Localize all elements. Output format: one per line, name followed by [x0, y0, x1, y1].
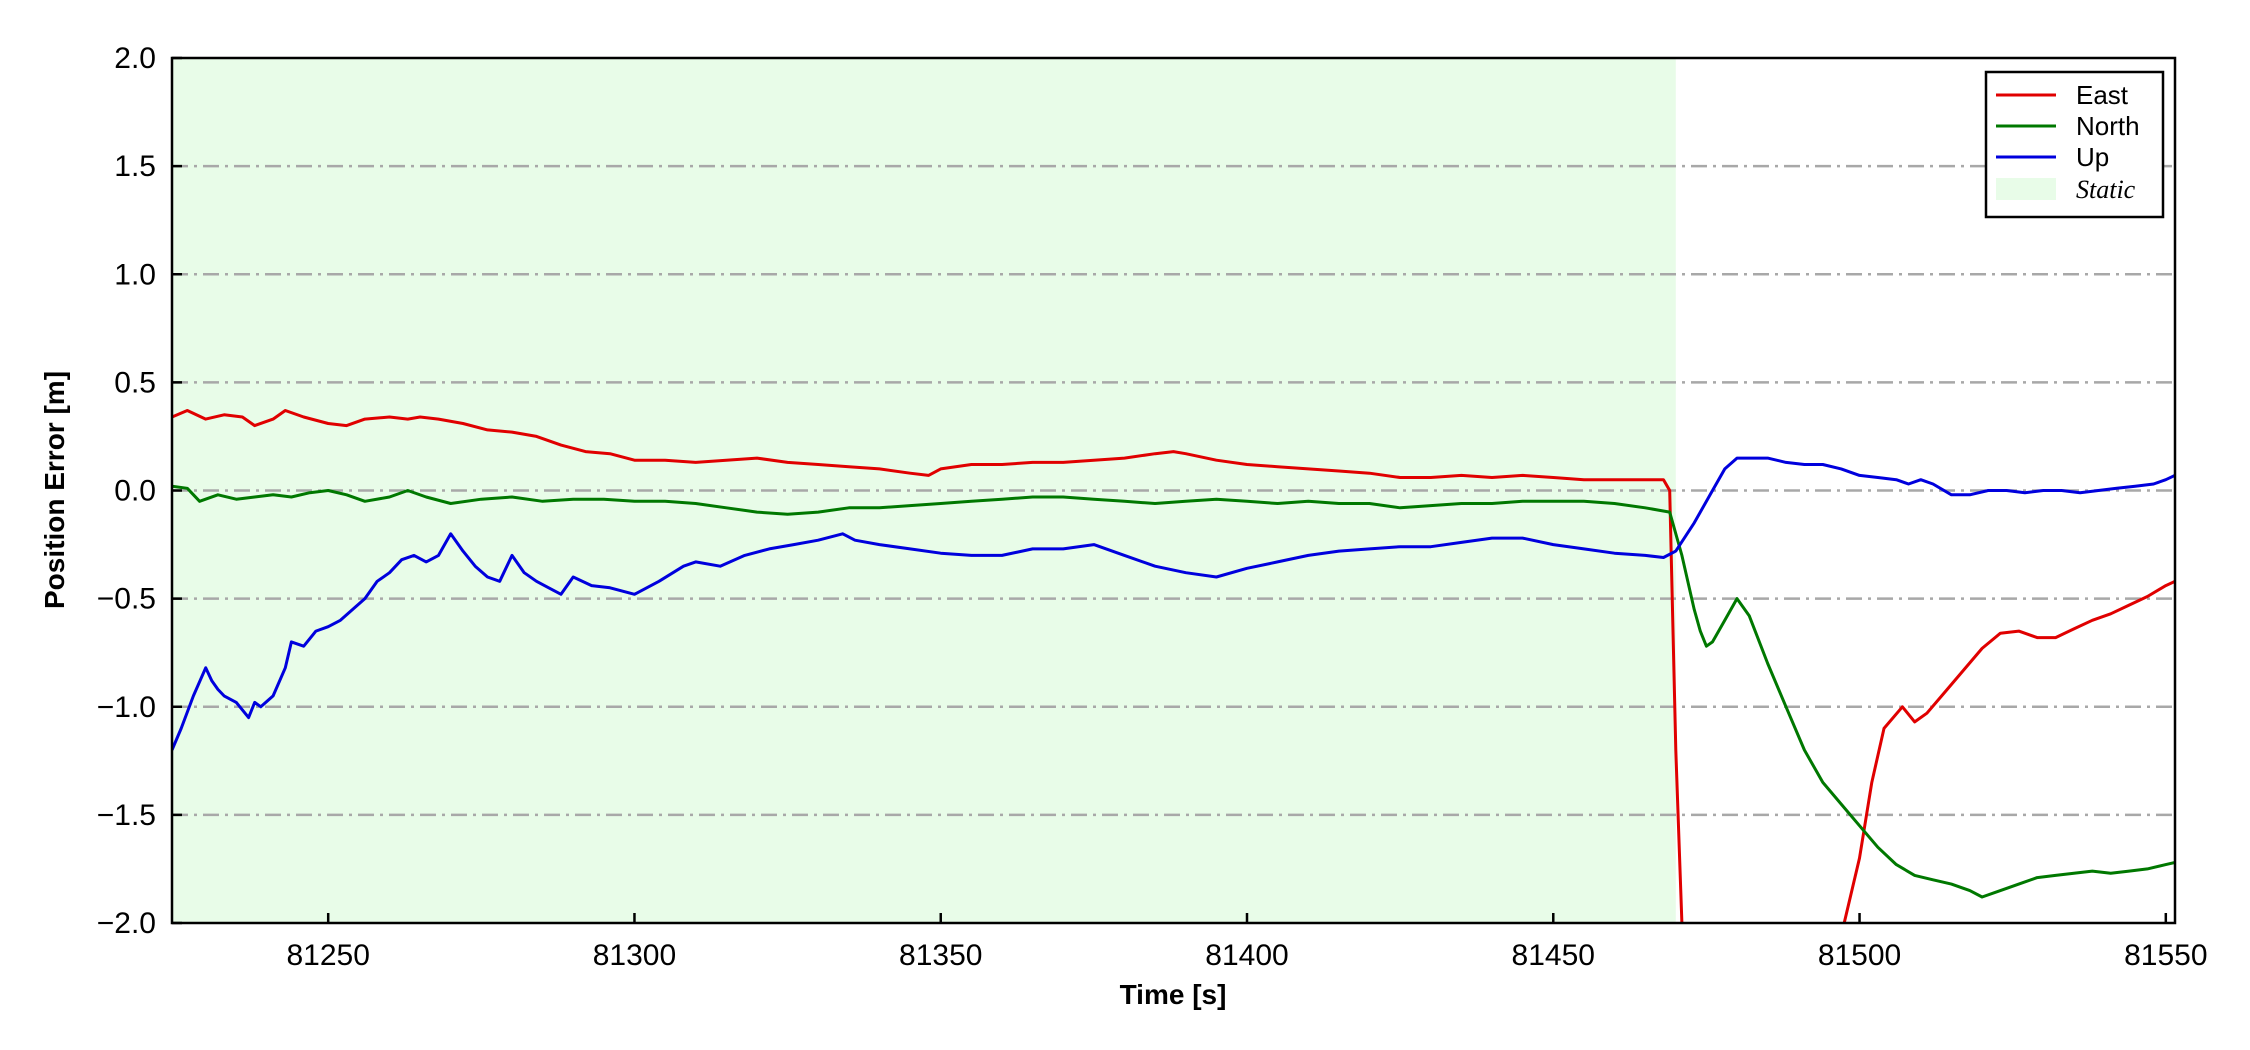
y-tick-label: −1.5	[97, 799, 156, 832]
y-tick-label: −2.0	[97, 907, 156, 940]
y-tick-label: 2.0	[114, 42, 156, 75]
series-line-up	[172, 456, 2175, 751]
legend-label-static: Static	[2076, 175, 2136, 204]
x-axis-label: Time [s]	[1120, 979, 1227, 1010]
y-tick-label: 0.0	[114, 475, 156, 508]
x-tick-label: 81550	[2124, 939, 2207, 972]
y-tick-label: 1.5	[114, 150, 156, 183]
y-tick-label: 0.5	[114, 366, 156, 399]
series-line-north	[172, 484, 2175, 899]
x-tick-label: 81300	[593, 939, 676, 972]
legend-label-east: East	[2076, 80, 2129, 110]
y-tick-label: 1.0	[114, 258, 156, 291]
x-tick-label: 81450	[1512, 939, 1595, 972]
x-tick-label: 81400	[1205, 939, 1288, 972]
legend-label-up: Up	[2076, 142, 2109, 172]
legend-swatch-static	[1996, 178, 2056, 200]
y-axis-label: Position Error [m]	[39, 371, 70, 609]
x-tick-label: 81350	[899, 939, 982, 972]
x-tick-label: 81500	[1818, 939, 1901, 972]
series-line-east-recovery	[1842, 579, 2175, 923]
y-tick-label: −0.5	[97, 583, 156, 616]
x-tick-label: 81250	[286, 939, 369, 972]
series-line-east	[172, 409, 1684, 923]
y-tick-label: −1.0	[97, 691, 156, 724]
legend-label-north: North	[2076, 111, 2140, 141]
